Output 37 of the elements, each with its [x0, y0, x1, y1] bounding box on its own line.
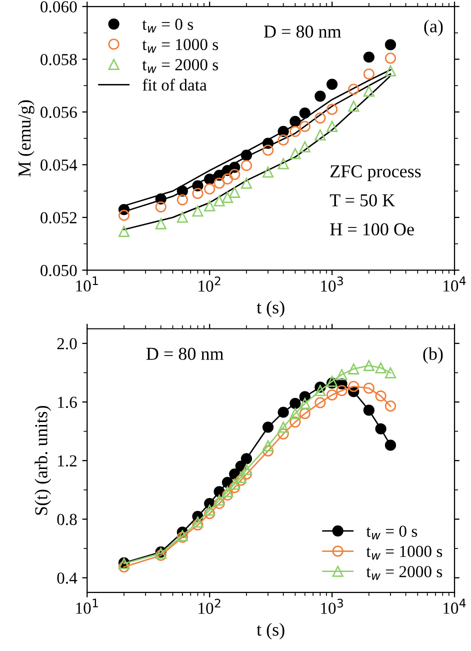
y-tick-label: 0.4 — [57, 572, 78, 584]
x-tick-label: 10$^{1}$ — [76, 598, 98, 614]
annotation: H = 100 Oe — [330, 223, 414, 236]
legend-label: t$_{w}$ = 0 s — [142, 18, 194, 32]
y-tick-label: 0.056 — [40, 106, 77, 118]
annotation: D = 80 nm — [146, 348, 224, 360]
y-axis-title: S(t) (arb. units) — [34, 406, 52, 515]
annotation: ZFC process — [330, 165, 421, 182]
y-tick-label: 0.8 — [57, 514, 77, 526]
legend-label: t$_{w}$ = 2000 s — [366, 566, 442, 580]
annotation: (a) — [424, 20, 443, 36]
x-tick-label: 10$^{4}$ — [444, 276, 466, 292]
y-tick-label: 0.054 — [40, 159, 78, 171]
legend-label: t$_{w}$ = 0 s — [366, 526, 418, 540]
x-tick-label: 10$^{2}$ — [198, 598, 220, 614]
y-tick-label: 1.2 — [58, 455, 76, 467]
x-tick-label: 10$^{1}$ — [76, 276, 98, 292]
y-tick-label: 0.060 — [40, 1, 77, 13]
x-axis-title: t (s) — [256, 300, 284, 318]
x-tick-label: 10$^{4}$ — [444, 598, 466, 614]
y-tick-label: 0.058 — [40, 54, 77, 66]
annotation: T = 50 K — [330, 194, 395, 206]
y-tick-label: 0.050 — [40, 264, 77, 276]
x-tick-label: 10$^{3}$ — [321, 598, 343, 614]
legend-label: t$_{w}$ = 1000 s — [142, 38, 218, 53]
x-tick-label: 10$^{3}$ — [321, 276, 343, 292]
legend-label: t$_{w}$ = 2000 s — [142, 59, 218, 73]
y-tick-label: 1.6 — [58, 396, 77, 408]
legend-label: t$_{w}$ = 1000 s — [366, 546, 442, 560]
annotation: (b) — [423, 347, 443, 364]
annotation: D = 80 nm — [264, 25, 342, 38]
legend-label: fit of data — [142, 78, 207, 91]
y-tick-label: 2.0 — [57, 338, 77, 350]
y-axis-title: M (emu/g) — [18, 100, 34, 177]
x-tick-label: 10$^{2}$ — [198, 276, 220, 292]
y-tick-label: 0.052 — [40, 212, 76, 224]
x-axis-title: t (s) — [256, 623, 284, 640]
